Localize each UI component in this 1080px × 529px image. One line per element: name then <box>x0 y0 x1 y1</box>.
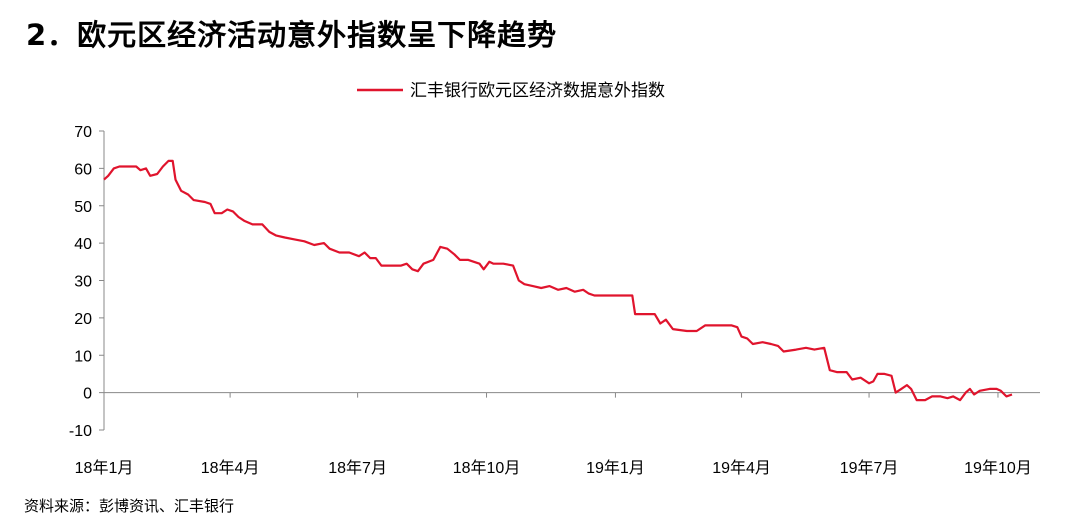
x-axis: 18年1月 18年4月 18年7月 18年10月 19年1月 19年4月 19年7月 19年1… <box>75 392 1040 477</box>
y-tick-label: 0 <box>83 386 92 403</box>
x-tick-label: 19年10月 <box>964 459 1032 477</box>
x-tick-label: 19年4月 <box>712 459 771 477</box>
line-chart: 汇丰银行欧元区经济数据意外指数 70 60 50 40 30 20 10 0 -10 18年1月… <box>69 81 1040 477</box>
y-tick-label: 20 <box>74 311 92 328</box>
x-tick-label: 18年1月 <box>75 459 134 477</box>
x-tick-label: 19年1月 <box>586 459 645 477</box>
series-line <box>103 159 1013 402</box>
series-layer <box>103 159 1013 402</box>
y-tick-label: 60 <box>74 161 92 178</box>
y-tick-label: 40 <box>74 236 92 253</box>
y-tick-label: 70 <box>74 124 92 141</box>
chart-heading: 2．欧元区经济活动意外指数呈下降趋势 <box>26 18 558 52</box>
x-tick-label: 19年7月 <box>840 459 899 477</box>
x-tick-label: 18年10月 <box>453 459 521 477</box>
y-tick-label: -10 <box>69 423 92 440</box>
y-tick-label: 50 <box>74 199 92 216</box>
y-tick-label: 30 <box>74 274 92 291</box>
x-tick-label: 18年4月 <box>201 459 260 477</box>
source-note: 资料来源：彭博资讯、汇丰银行 <box>24 497 235 515</box>
y-tick-label: 10 <box>74 348 92 365</box>
y-axis: 70 60 50 40 30 20 10 0 -10 <box>69 124 105 440</box>
x-tick-label: 18年7月 <box>328 459 387 477</box>
legend-label: 汇丰银行欧元区经济数据意外指数 <box>410 81 665 101</box>
legend: 汇丰银行欧元区经济数据意外指数 <box>357 81 665 101</box>
